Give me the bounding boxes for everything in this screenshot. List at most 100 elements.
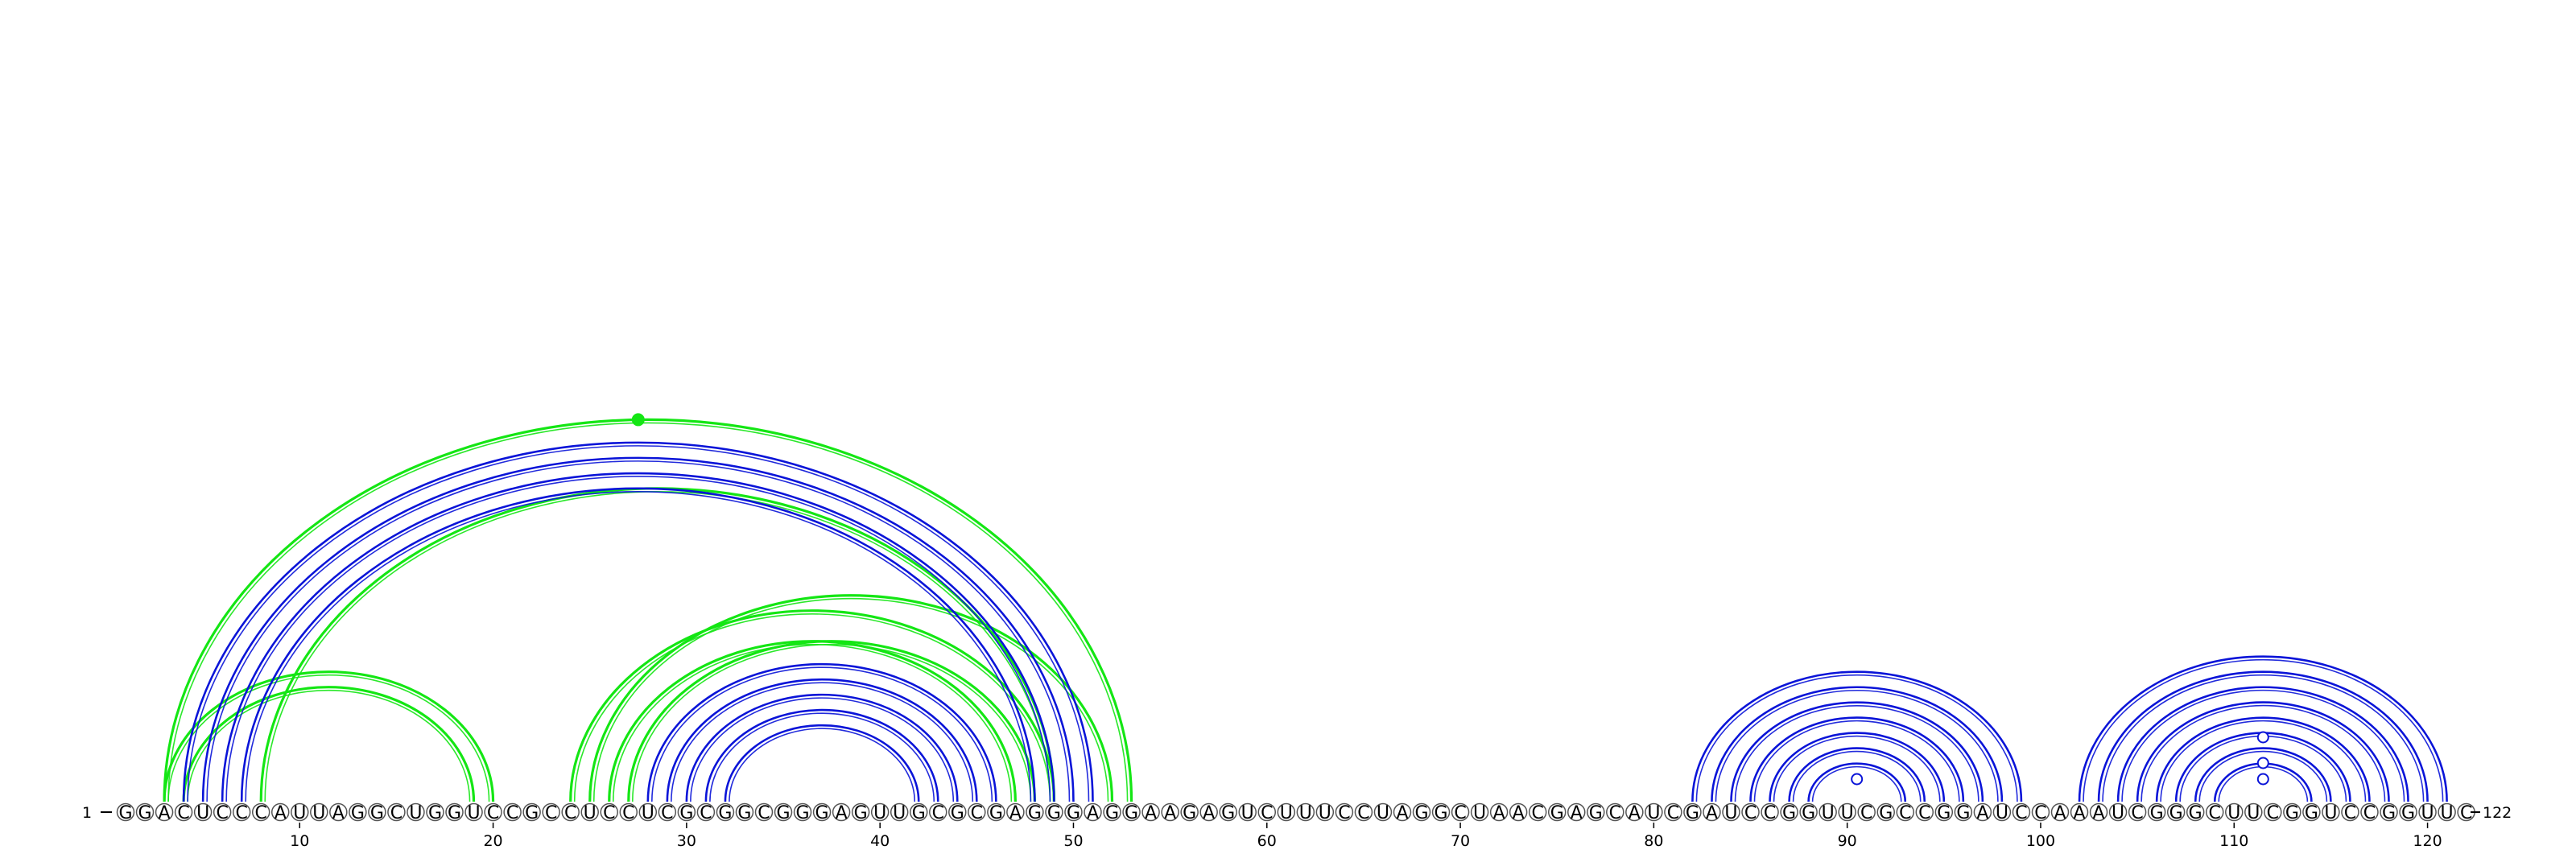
tick-label-70: 70: [1451, 832, 1470, 850]
blue-arc-31-43-inner: [709, 712, 935, 802]
nucleotide-7: [232, 802, 251, 822]
nucleotide-letter-67: A: [1396, 803, 1408, 823]
nucleotide-23: [542, 802, 560, 822]
nucleotide-letter-69: G: [1435, 803, 1448, 823]
nucleotide-letter-20: C: [487, 803, 499, 823]
blue-arc-29-45: [666, 678, 978, 802]
pair-marker-2: [2256, 731, 2269, 744]
marker-layer: [631, 413, 2269, 786]
green-arc-27-48-inner: [631, 643, 1032, 802]
nucleotide-22: [522, 802, 541, 822]
nucleotide-letter-8: C: [255, 803, 267, 823]
nucleotide-letter-78: C: [1609, 803, 1621, 823]
nucleotide-26: [600, 802, 618, 822]
nucleotide-letter-118: G: [2382, 803, 2396, 823]
nucleotide-letter-66: U: [1377, 803, 1389, 823]
nucleotide-letter-101: A: [2054, 803, 2066, 823]
nucleotide-letter-86: C: [1764, 803, 1776, 823]
tick-label-10: 10: [290, 832, 309, 850]
pair-marker-1: [1851, 773, 1864, 786]
nucleotide-66: [1373, 802, 1393, 822]
nucleotide-45: [968, 802, 986, 822]
nucleotide-83: [1703, 802, 1721, 822]
nucleotide-letter-43: C: [932, 803, 944, 823]
nucleotide-letter-82: G: [1686, 803, 1699, 823]
nucleotide-letter-33: G: [737, 803, 751, 823]
blue-arc-108-115: [2194, 747, 2332, 802]
nucleotide-letter-55: A: [1164, 803, 1176, 823]
nucleotide-letter-32: G: [718, 803, 732, 823]
nucleotide-110: [2225, 802, 2244, 822]
nucleotide-95: [1934, 802, 1954, 822]
blue-arc-5-50: [201, 456, 1075, 802]
nucleotide-41: [890, 802, 909, 822]
nucleotide-letter-120: U: [2421, 803, 2434, 823]
nucleotide-letter-96: G: [1956, 803, 1970, 823]
nucleotide-106: [2147, 802, 2166, 822]
nucleotide-42: [909, 802, 928, 822]
nucleotide-letter-40: U: [873, 803, 886, 823]
blue-arc-106-117-inner: [2160, 720, 2367, 802]
blue-arc-105-118: [2136, 701, 2390, 802]
blue-arc-102-121: [2078, 655, 2448, 802]
nucleotide-13: [349, 802, 367, 822]
tick-label-50: 50: [1063, 832, 1083, 850]
nucleotide-89: [1818, 802, 1837, 822]
nucleotide-76: [1567, 802, 1586, 822]
nucleotide-letter-50: G: [1067, 803, 1080, 823]
blue-arc-5-50-inner: [206, 460, 1071, 802]
nucleotide-letter-70: C: [1454, 803, 1466, 823]
blue-arc-86-95: [1769, 732, 1946, 802]
nucleotide-letter-35: G: [776, 803, 790, 823]
nucleotide-letter-92: G: [1879, 803, 1893, 823]
nucleotide-8: [251, 802, 270, 822]
green-arc-26-47-inner: [612, 643, 1013, 802]
nucleotide-11: [310, 802, 328, 822]
nucleotide-64: [1335, 802, 1354, 822]
nucleotide-letter-65: C: [1357, 803, 1369, 823]
nucleotide-letter-16: U: [409, 803, 422, 823]
nucleotide-97: [1973, 802, 1992, 822]
nucleotide-letter-97: A: [1976, 803, 1988, 823]
blue-arc-87-94: [1788, 747, 1926, 802]
green-arc-4-19-inner: [187, 689, 471, 802]
blue-arc-30-44: [685, 693, 959, 802]
nucleotide-29: [658, 802, 677, 822]
nucleotide-16: [407, 802, 425, 822]
blue-arc-108-115-inner: [2198, 750, 2328, 802]
nucleotide-15: [387, 802, 406, 822]
nucleotide-75: [1547, 802, 1567, 822]
nucleotide-102: [2070, 802, 2089, 822]
nucleotide-letter-29: C: [661, 803, 673, 823]
nucleotide-118: [2380, 802, 2398, 822]
nucleotide-letter-2: G: [138, 803, 151, 823]
nucleotide-50: [1064, 802, 1083, 822]
nucleotide-letter-12: A: [332, 803, 345, 823]
blue-arc-83-98-inner: [1715, 689, 1999, 802]
nucleotide-25: [580, 802, 599, 822]
tick-layer: 10 20 30 40 50 60 70 80 90 100 110 120: [290, 823, 2442, 850]
blue-arc-31-43: [704, 708, 939, 802]
nucleotide-letter-112: C: [2267, 803, 2279, 823]
nucleotide-91: [1857, 802, 1876, 822]
nucleotide-9: [270, 802, 290, 822]
nucleotide-55: [1161, 802, 1179, 822]
green-arc-25-52: [588, 594, 1114, 802]
nucleotide-30: [677, 802, 696, 822]
nucleotide-letter-104: U: [2112, 803, 2124, 823]
nucleotide-109: [2205, 802, 2224, 822]
nucleotide-104: [2108, 802, 2128, 822]
nucleotide-letter-36: G: [796, 803, 810, 823]
nucleotide-letter-74: C: [1532, 803, 1544, 823]
green-arc-25-52-inner: [592, 597, 1109, 802]
nucleotide-letter-106: G: [2150, 803, 2164, 823]
nucleotide-53: [1122, 802, 1141, 822]
nucleotide-20: [484, 802, 502, 822]
green-arc-24-49-inner: [573, 613, 1051, 802]
blue-arc-30-44-inner: [690, 697, 955, 802]
tick-label-100: 100: [2026, 832, 2055, 850]
nucleotide-56: [1180, 802, 1199, 822]
nucleotide-10: [291, 802, 309, 822]
nucleotide-35: [774, 802, 793, 822]
nucleotide-letter-48: G: [1028, 803, 1042, 823]
